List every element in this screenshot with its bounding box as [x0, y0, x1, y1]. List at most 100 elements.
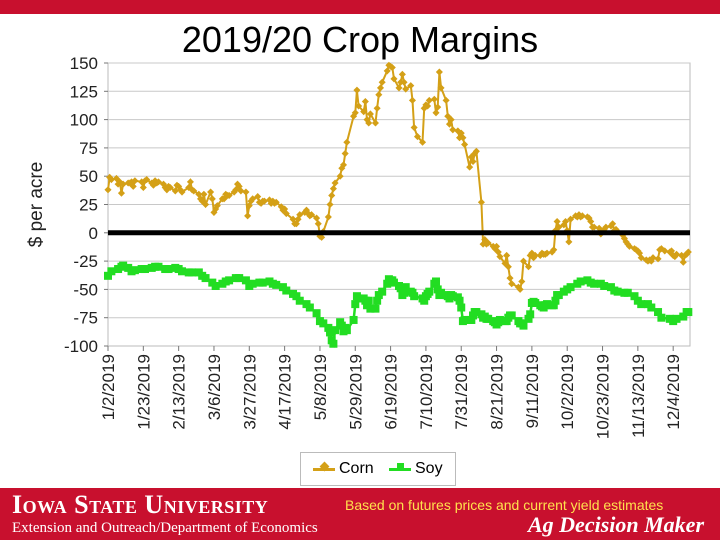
- soy-point: [437, 288, 446, 297]
- soy-point: [576, 277, 585, 286]
- corn-point: [543, 249, 551, 257]
- corn-point: [313, 214, 321, 222]
- department-name: Extension and Outreach/Department of Eco…: [12, 520, 318, 536]
- soy-point: [154, 262, 163, 271]
- soy-point: [507, 311, 516, 320]
- corn-point: [383, 67, 391, 75]
- legend-soy-label: Soy: [415, 460, 443, 477]
- soy-point: [684, 308, 693, 317]
- corn-point: [207, 188, 215, 196]
- soy-point: [526, 310, 535, 319]
- corn-point: [466, 163, 474, 171]
- corn-point: [430, 95, 438, 103]
- corn-point: [324, 213, 332, 221]
- soy-point: [324, 323, 333, 332]
- corn-point: [503, 251, 511, 259]
- corn-point: [402, 85, 410, 93]
- soy-point: [319, 319, 328, 328]
- corn-point: [328, 191, 336, 199]
- soy-point: [654, 308, 663, 317]
- soy-point: [364, 296, 373, 305]
- corn-point: [477, 198, 485, 206]
- corn-point: [435, 68, 443, 76]
- corn-point: [567, 215, 575, 223]
- corn-point: [178, 188, 186, 196]
- x-tick-label: 5/8/2019: [311, 354, 330, 420]
- corn-point: [360, 108, 368, 116]
- corn-point: [506, 274, 514, 282]
- soy-point: [164, 265, 173, 274]
- x-tick-label: 5/29/2019: [346, 354, 365, 430]
- soy-point: [248, 279, 257, 288]
- soy-point: [331, 326, 340, 335]
- corn-point: [119, 180, 127, 188]
- corn-point: [434, 103, 442, 111]
- soy-point: [484, 314, 493, 323]
- corn-point: [296, 211, 304, 219]
- corn-point: [376, 84, 385, 92]
- x-tick-label: 10/23/2019: [594, 354, 613, 439]
- corn-point: [272, 198, 280, 206]
- corn-point: [555, 223, 563, 231]
- x-tick-label: 2/13/2019: [170, 354, 189, 430]
- y-tick-label: 25: [79, 196, 98, 215]
- soy-point: [679, 312, 688, 321]
- soy-point: [282, 286, 291, 295]
- corn-point: [225, 191, 233, 199]
- corn-point: [373, 104, 381, 112]
- corn-point: [519, 257, 528, 265]
- corn-point: [590, 223, 598, 231]
- soy-point: [292, 292, 301, 301]
- corn-point: [365, 119, 373, 127]
- corn-point: [419, 138, 427, 146]
- corn-point: [378, 78, 386, 86]
- soy-point: [178, 267, 187, 276]
- x-tick-label: 3/6/2019: [205, 354, 224, 420]
- corn-point: [395, 84, 403, 92]
- soy-point: [410, 292, 419, 301]
- corn-point: [609, 220, 617, 228]
- corn-point: [410, 123, 418, 132]
- soy-point: [371, 304, 380, 313]
- soy-point: [657, 313, 666, 322]
- corn-point: [679, 258, 687, 266]
- corn-point: [400, 78, 408, 86]
- corn-point: [413, 133, 422, 141]
- corn-point: [578, 212, 586, 220]
- corn-point: [518, 277, 526, 286]
- top-accent-bar: [0, 0, 720, 14]
- corn-point: [117, 189, 125, 197]
- corn-point: [355, 102, 363, 110]
- corn-point: [493, 242, 501, 250]
- soy-point: [637, 300, 646, 309]
- y-tick-label: 100: [70, 111, 98, 130]
- soy-point: [420, 296, 429, 305]
- corn-point: [424, 102, 432, 110]
- corn-point: [129, 182, 137, 190]
- corn-point: [684, 248, 692, 256]
- soy-point: [457, 303, 466, 312]
- x-tick-label: 7/10/2019: [417, 354, 436, 430]
- x-tick-label: 3/27/2019: [240, 354, 259, 430]
- soy-point: [329, 339, 338, 348]
- soy-point: [519, 321, 528, 330]
- soy-point: [235, 274, 244, 283]
- legend: Corn Soy: [300, 452, 456, 486]
- corn-point: [472, 147, 480, 155]
- y-tick-label: -75: [73, 309, 98, 328]
- corn-point: [469, 157, 477, 166]
- soy-point: [241, 276, 250, 285]
- corn-point: [504, 263, 512, 271]
- corn-point: [496, 253, 504, 261]
- corn-point: [366, 110, 374, 118]
- soy-point: [401, 283, 410, 292]
- corn-point: [388, 63, 396, 72]
- corn-point: [371, 119, 379, 127]
- corn-point: [244, 212, 252, 220]
- corn-point: [449, 126, 457, 134]
- soy-point: [389, 278, 398, 287]
- soy-point: [400, 288, 409, 297]
- university-name: Iowa State University: [12, 490, 269, 519]
- x-tick-label: 1/2/2019: [99, 354, 118, 420]
- soy-point: [467, 315, 476, 324]
